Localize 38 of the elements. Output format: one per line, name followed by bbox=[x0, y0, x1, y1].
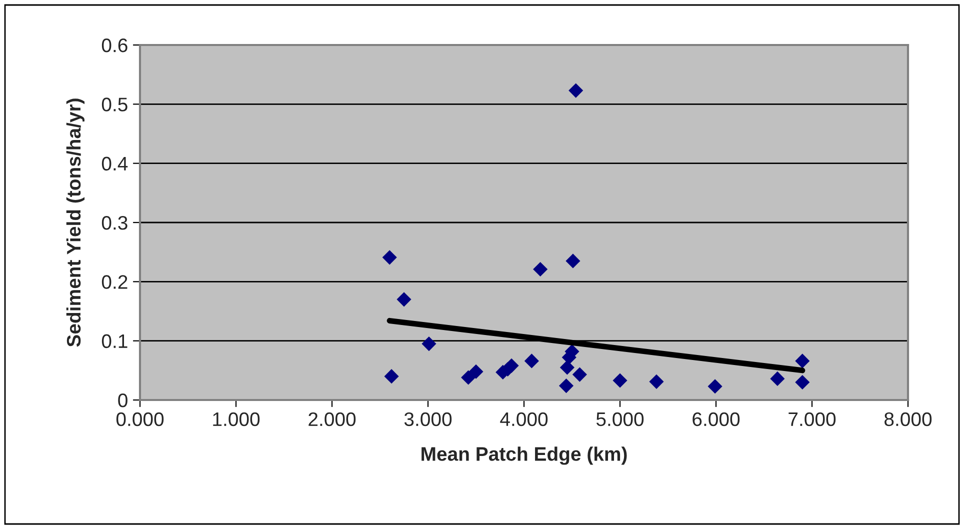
x-tick-label: 1.000 bbox=[213, 412, 260, 426]
point bbox=[649, 374, 664, 389]
point bbox=[770, 371, 785, 386]
point bbox=[612, 373, 628, 388]
point bbox=[504, 358, 519, 373]
point bbox=[384, 369, 399, 384]
point bbox=[524, 354, 539, 368]
point bbox=[572, 367, 587, 382]
x-tick-label: 3.000 bbox=[404, 412, 452, 426]
point bbox=[568, 83, 584, 98]
point bbox=[396, 292, 412, 307]
x-tick-label: 6.000 bbox=[692, 412, 740, 426]
point bbox=[795, 354, 810, 368]
y-tick-label: 0.5 bbox=[102, 98, 128, 112]
point bbox=[566, 254, 580, 268]
x-tick-label: 0.000 bbox=[116, 412, 164, 426]
y-tick-label: 0 bbox=[118, 393, 128, 408]
x-tick-label: 7.000 bbox=[788, 412, 836, 426]
y-axis-title: Sediment Yield (tons/ha/yr) bbox=[66, 98, 84, 347]
point bbox=[422, 336, 436, 352]
x-axis-title: Mean Patch Edge (km) bbox=[422, 446, 627, 465]
point bbox=[533, 262, 548, 277]
point bbox=[795, 374, 810, 390]
x-tick-label: 8.000 bbox=[884, 412, 932, 426]
y-tick-label: 0.2 bbox=[102, 275, 128, 289]
point bbox=[558, 378, 574, 394]
point bbox=[708, 379, 722, 394]
x-tick-label: 4.000 bbox=[500, 412, 548, 426]
y-tick-label: 0.4 bbox=[102, 156, 128, 171]
point bbox=[461, 370, 476, 385]
point bbox=[560, 360, 574, 375]
point bbox=[382, 250, 397, 265]
y-tick-label: 0.3 bbox=[102, 216, 128, 230]
x-tick-label: 2.000 bbox=[308, 412, 356, 426]
y-tick-label: 0.6 bbox=[102, 38, 128, 52]
x-tick-label: 5.000 bbox=[596, 412, 644, 426]
y-tick-label: 0.1 bbox=[102, 334, 128, 348]
point bbox=[468, 364, 484, 379]
